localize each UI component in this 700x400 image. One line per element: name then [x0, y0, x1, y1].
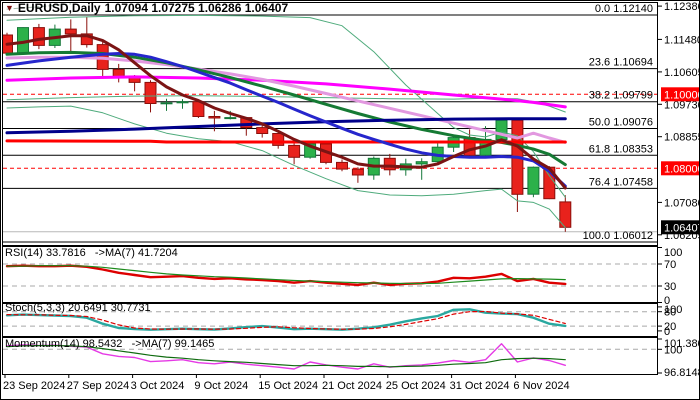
price-badge-label: 1.06407 — [664, 222, 700, 234]
price-axis-label: 1.09730 — [664, 99, 700, 111]
price-axis-label: 1.10605 — [664, 67, 700, 79]
rsi-axis-label: 30 — [664, 281, 676, 293]
date-axis-label: 21 Oct 2024 — [322, 380, 382, 392]
fib-level-label: 0.0 1.12140 — [595, 3, 653, 15]
rsi-ma-line — [6, 265, 566, 285]
ma-plum — [5, 55, 567, 144]
fib-level-label: 50.0 1.09076 — [589, 117, 653, 129]
stoch-panel — [2, 303, 658, 337]
price-badge — [661, 87, 699, 102]
date-axis-label: 15 Oct 2024 — [258, 380, 318, 392]
candle-body — [176, 101, 189, 104]
rsi-axis-label: 0 — [664, 295, 670, 307]
fib-level-label: 76.4 1.07458 — [589, 176, 653, 188]
price-axis-label: 1.08855 — [664, 132, 700, 144]
rsi-axis-label: 100 — [664, 247, 682, 259]
price-badge — [661, 220, 699, 235]
price-badge — [661, 161, 699, 176]
momentum-axis-label: 100 — [664, 344, 682, 356]
candle-body — [32, 27, 45, 46]
momentum-ma-line — [6, 345, 566, 368]
momentum-indicator-label: Momentum(14) 98.5432 ->MA(7) 99.1465 — [5, 338, 215, 350]
rsi-panel — [2, 246, 658, 303]
stoch-axis-label: 20 — [664, 321, 676, 333]
momentum-axis-label: 101.3803 — [664, 338, 700, 350]
fib-level-label: 38.2 1.09799 — [589, 90, 653, 102]
candle-body — [351, 168, 364, 176]
rsi-line — [5, 264, 567, 287]
candle-body — [336, 161, 348, 170]
candle-body — [208, 116, 221, 119]
date-axis-label: 31 Oct 2024 — [450, 380, 510, 392]
ma-maroon — [5, 34, 567, 190]
date-axis-label: 3 Oct 2024 — [131, 380, 185, 392]
date-axis-label: 27 Sep 2024 — [67, 380, 129, 392]
fib-level-label: 100.0 1.06012 — [583, 230, 653, 242]
price-axis-label: 1.11480 — [664, 34, 700, 46]
ohlc-values: 1.07094 1.07275 1.06286 1.06407 — [104, 1, 289, 15]
date-axis-label: 23 Sep 2024 — [3, 380, 65, 392]
price-axis-label: 1.12380 — [664, 1, 700, 13]
candle-body — [383, 157, 396, 171]
candle-body — [304, 143, 317, 158]
momentum-panel — [2, 337, 658, 375]
candle-body — [288, 144, 301, 158]
stoch-main-line — [5, 308, 567, 331]
stoch-indicator-label: Stoch(5,3,3) 20.6491 30.7731 — [5, 302, 151, 314]
stoch-signal-line — [6, 310, 566, 330]
candle-body — [527, 166, 540, 195]
candle-body — [64, 28, 77, 35]
candle-body — [415, 161, 428, 165]
price-badge-label: 1.08000 — [664, 163, 700, 175]
ma-blue — [5, 52, 567, 188]
candle-body — [144, 81, 157, 105]
price-badge-label: 1.10000 — [664, 89, 700, 101]
date-axis-label: 6 Nov 2024 — [513, 380, 569, 392]
chart-title: ▼ EURUSD,Daily 1.07094 1.07275 1.06286 1… — [5, 2, 288, 15]
stoch-axis-label: 0 — [664, 326, 670, 338]
symbol-dropdown-icon[interactable]: ▼ — [5, 3, 14, 13]
momentum-line — [6, 343, 566, 370]
candle-body — [80, 33, 93, 46]
dashed-stub-line — [6, 3, 72, 10]
fib-level-label: 61.8 1.08353 — [589, 143, 653, 155]
band-lower-line — [6, 105, 566, 229]
ma-red-flat — [5, 139, 567, 144]
momentum-axis-label: 96.8148 — [664, 367, 700, 379]
price-axis-label: 1.07080 — [664, 197, 700, 209]
rsi-axis-label: 70 — [664, 259, 676, 271]
fib-level-label: 23.6 1.10694 — [589, 57, 653, 69]
stoch-axis-label: 100 — [664, 304, 682, 316]
date-axis-label: 25 Oct 2024 — [386, 380, 446, 392]
candle-body — [272, 133, 285, 146]
ma-navy — [5, 117, 567, 135]
candle-body — [160, 102, 173, 105]
date-axis-label: 9 Oct 2024 — [194, 380, 248, 392]
stoch-axis-label: 80 — [664, 307, 676, 319]
candle-body — [224, 117, 237, 120]
ma-magenta — [5, 75, 567, 109]
rsi-indicator-label: RSI(14) 33.7816 ->MA(7) 41.7204 — [5, 247, 178, 259]
candle-body — [256, 127, 269, 134]
symbol-period-label: EURUSD,Daily — [17, 1, 101, 15]
